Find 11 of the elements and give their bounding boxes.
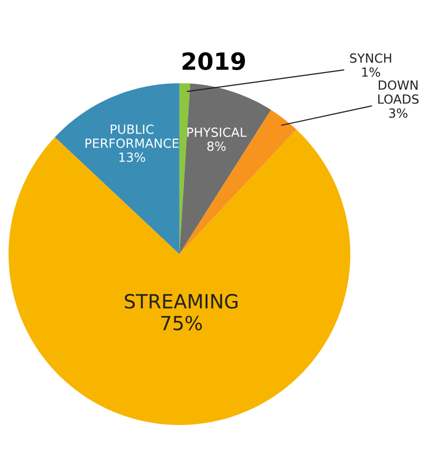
slice-label: STREAMING [124,294,238,309]
slice-label: PHYSICAL [187,128,247,137]
slice-label: DOWN LOADS [378,80,419,104]
slice-label: PUBLIC PERFORMANCE [86,124,179,148]
slice-label: SYNCH [350,53,392,63]
data-label: 3% [389,108,408,118]
data-label: 1% [362,67,380,77]
data-label: 13% [119,152,146,162]
data-label: 75% [161,316,202,330]
data-label: 8% [207,142,226,151]
chart-title: 2019 [182,52,245,70]
